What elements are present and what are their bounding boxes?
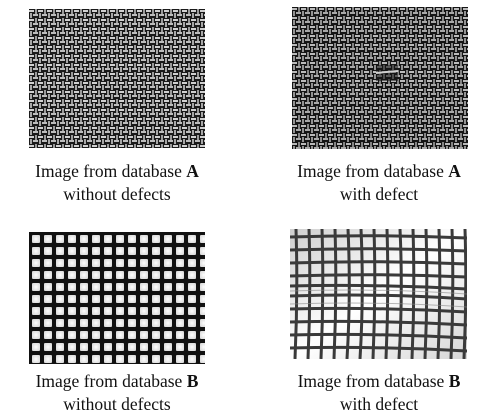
grid-image-b-defect: [290, 229, 467, 359]
grid-image-b-ok: [29, 232, 205, 364]
caption-b-ok: Image from database B without defects: [35, 371, 199, 414]
caption-a-ok: Image from database A without defects: [35, 161, 199, 204]
caption-a-defect: Image from database A with defect: [297, 161, 461, 204]
mesh-image-a-ok: [29, 9, 205, 148]
caption-b-defect: Image from database B with defect: [297, 371, 461, 414]
mesh-image-a-defect: [292, 7, 468, 149]
